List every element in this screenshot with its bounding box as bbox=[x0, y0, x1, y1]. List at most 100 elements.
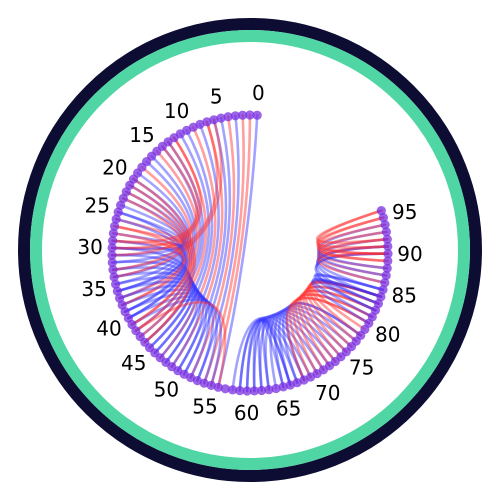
chord-link-20-36 bbox=[116, 177, 190, 293]
nodes-layer bbox=[107, 110, 393, 396]
node-66 bbox=[285, 380, 295, 390]
chord-link-3-53 bbox=[196, 114, 240, 382]
chord-link-92-96 bbox=[315, 209, 389, 244]
chord-link-72-82 bbox=[297, 289, 377, 368]
node-90 bbox=[383, 249, 393, 259]
chord-link-27-38 bbox=[113, 224, 186, 307]
chord-link-83-90 bbox=[315, 252, 390, 305]
chord-link-4-52 bbox=[189, 115, 236, 379]
node-60 bbox=[242, 386, 252, 396]
chord-link-33-47 bbox=[111, 266, 198, 360]
chord-link-7-49 bbox=[170, 120, 224, 368]
node-7 bbox=[202, 117, 212, 127]
node-28 bbox=[108, 228, 118, 238]
chord-link-63-66 bbox=[261, 318, 292, 391]
chord-link-62-65 bbox=[257, 319, 285, 392]
chord-link-6-34 bbox=[112, 118, 223, 279]
node-87 bbox=[381, 270, 391, 281]
tick-label-95: 95 bbox=[392, 200, 417, 224]
tick-label-60: 60 bbox=[234, 401, 259, 425]
node-29 bbox=[108, 236, 118, 246]
chord-link-85-91 bbox=[316, 245, 390, 292]
node-91 bbox=[383, 241, 393, 251]
chord-link-63-74 bbox=[264, 310, 343, 391]
chord-link-68-78 bbox=[285, 301, 362, 382]
node-55 bbox=[206, 380, 216, 390]
node-31 bbox=[107, 250, 117, 260]
chord-link-41-55 bbox=[130, 298, 223, 387]
node-83 bbox=[373, 299, 383, 309]
node-27 bbox=[110, 221, 120, 231]
chord-link-80-84 bbox=[311, 278, 383, 325]
node-24 bbox=[116, 200, 126, 210]
chord-link-86-90 bbox=[316, 252, 390, 284]
chord-link-90-96 bbox=[316, 209, 390, 255]
chord-link-34-48 bbox=[112, 271, 200, 364]
node-57 bbox=[220, 384, 230, 394]
tick-label-70: 70 bbox=[315, 381, 340, 405]
chord-link-87-91 bbox=[317, 245, 390, 277]
chord-link-76-84 bbox=[306, 281, 383, 348]
chord-link-84-91 bbox=[315, 245, 390, 298]
chord-link-77-84 bbox=[307, 280, 383, 343]
chord-link-61-72 bbox=[252, 313, 331, 393]
chord-link-78-84 bbox=[308, 280, 383, 337]
tick-label-40: 40 bbox=[96, 317, 121, 341]
chord-link-21-35 bbox=[114, 184, 188, 286]
node-88 bbox=[382, 263, 392, 273]
node-85 bbox=[378, 285, 388, 295]
chord-link-12-44 bbox=[143, 136, 208, 344]
chord-link-24-32 bbox=[111, 203, 185, 264]
chord-link-74-83 bbox=[301, 285, 380, 359]
chord-link-11-45 bbox=[148, 132, 211, 349]
chord-link-71-81 bbox=[294, 293, 374, 372]
node-35 bbox=[111, 279, 121, 289]
chord-link-7-33 bbox=[111, 120, 219, 272]
tick-label-0: 0 bbox=[252, 81, 265, 105]
chord-link-65-76 bbox=[273, 306, 353, 389]
chord-link-26-30 bbox=[110, 217, 184, 250]
chord-link-66-77 bbox=[277, 304, 358, 387]
node-86 bbox=[380, 278, 390, 288]
node-58 bbox=[228, 385, 238, 395]
tick-label-25: 25 bbox=[84, 194, 109, 218]
node-36 bbox=[112, 286, 122, 296]
node-59 bbox=[235, 386, 245, 396]
node-54 bbox=[199, 378, 209, 388]
chord-link-67-78 bbox=[281, 302, 362, 384]
node-94 bbox=[380, 220, 390, 230]
node-89 bbox=[383, 256, 393, 266]
chord-link-26-39 bbox=[114, 217, 187, 313]
chord-link-62-73 bbox=[259, 312, 337, 392]
node-30 bbox=[107, 243, 117, 253]
inner-ring bbox=[30, 30, 470, 470]
links-layer bbox=[110, 113, 390, 393]
chord-link-39-53 bbox=[123, 291, 215, 382]
node-1 bbox=[245, 110, 255, 120]
chord-link-9-47 bbox=[158, 125, 217, 360]
node-32 bbox=[107, 257, 117, 268]
chord-link-35-49 bbox=[114, 276, 202, 368]
chord-link-23-33 bbox=[111, 197, 186, 272]
node-84 bbox=[376, 292, 386, 302]
chord-link-64-75 bbox=[269, 308, 348, 390]
chord-link-40-54 bbox=[127, 295, 219, 385]
chord-link-19-37 bbox=[118, 171, 191, 300]
tick-labels: 0 5 10 15 20 25 30 35 40 45 50 55 60 65 … bbox=[77, 81, 422, 425]
chord-link-2-54 bbox=[202, 113, 245, 385]
chord-link-25-31 bbox=[110, 210, 184, 257]
chord-link-18-38 bbox=[120, 165, 193, 307]
tick-label-75: 75 bbox=[349, 356, 374, 380]
tick-label-10: 10 bbox=[164, 99, 189, 123]
chord-link-0-56 bbox=[216, 113, 259, 389]
chord-link-17-39 bbox=[123, 160, 195, 313]
chord-link-58-69 bbox=[231, 316, 312, 392]
node-34 bbox=[109, 272, 119, 282]
chord-link-28-37 bbox=[112, 232, 185, 300]
chord-link-12-31 bbox=[110, 136, 203, 257]
chord-link-29-36 bbox=[111, 239, 184, 293]
chord-link-37-51 bbox=[118, 284, 208, 376]
chord-link-1-55 bbox=[209, 113, 252, 387]
tick-label-45: 45 bbox=[121, 351, 146, 375]
